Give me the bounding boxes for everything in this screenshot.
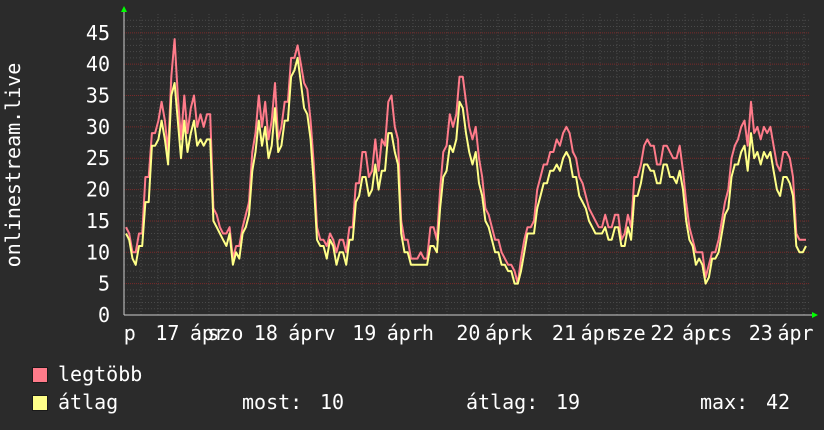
- y-tick-label: 40: [86, 52, 110, 76]
- stat-average-label: átlag:: [466, 390, 539, 414]
- x-tick-label: ápr: [581, 321, 617, 345]
- x-tick-label: 22: [650, 321, 674, 345]
- stat-average-value: 19: [556, 390, 581, 414]
- x-tick-label: p: [124, 321, 136, 345]
- y-tick-label: 10: [86, 240, 110, 264]
- legend-swatch-max: [32, 367, 48, 383]
- x-tick-label: v: [323, 321, 335, 345]
- y-tick-labels: 0 5 10 15 20 25 30 35 40 45: [86, 21, 110, 327]
- y-tick-label: 15: [86, 209, 110, 233]
- x-tick-label: 23: [749, 321, 773, 345]
- x-tick-label: ápr: [288, 321, 324, 345]
- stat-max-value: 42: [766, 390, 791, 414]
- stat-current-label: most:: [242, 390, 303, 414]
- series-layer: [125, 38, 807, 285]
- x-tick-label: cs: [708, 321, 732, 345]
- y-tick-label: 20: [86, 178, 110, 202]
- x-tick-label: ápr: [682, 321, 718, 345]
- y-tick-label: 5: [98, 272, 110, 296]
- stat-current-value: 10: [320, 390, 345, 414]
- axes: [121, 6, 818, 318]
- legend-label-max: legtöbb: [58, 362, 143, 386]
- x-tick-label: 18: [254, 321, 278, 345]
- x-tick-label: ápr: [190, 321, 226, 345]
- y-tick-label: 30: [86, 115, 110, 139]
- x-tick-label: ápr: [777, 321, 813, 345]
- x-tick-label: ápr: [485, 321, 521, 345]
- stat-max-label: max:: [700, 390, 749, 414]
- x-tick-label: 20: [456, 321, 480, 345]
- x-axis-arrow: [812, 312, 818, 318]
- x-tick-label: 17: [155, 321, 179, 345]
- y-tick-label: 25: [86, 146, 110, 170]
- y-tick-label: 35: [86, 84, 110, 108]
- y-axis-label: onlinestream.live: [1, 63, 25, 268]
- x-tick-label: sze: [610, 321, 646, 345]
- x-tick-label: szo: [207, 321, 243, 345]
- series-line-atlag: [125, 56, 807, 285]
- legend-swatch-avg: [32, 395, 48, 411]
- x-tick-label: ápr: [387, 321, 423, 345]
- y-tick-label: 0: [98, 303, 110, 327]
- x-tick-label: h: [422, 321, 434, 345]
- y-tick-label: 45: [86, 21, 110, 45]
- y-axis-arrow: [121, 6, 127, 12]
- x-tick-label: k: [520, 321, 532, 345]
- x-tick-label: 19: [352, 321, 376, 345]
- series-line-legtobb: [125, 38, 806, 285]
- x-tick-label: 21: [552, 321, 576, 345]
- legend-label-avg: átlag: [58, 390, 119, 414]
